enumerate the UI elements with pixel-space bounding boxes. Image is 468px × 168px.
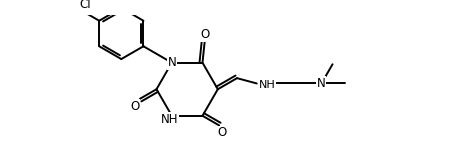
Text: N: N bbox=[168, 56, 176, 69]
Text: O: O bbox=[218, 126, 227, 139]
Text: NH: NH bbox=[259, 80, 276, 90]
Text: O: O bbox=[130, 100, 139, 113]
Text: Cl: Cl bbox=[80, 0, 91, 11]
Text: NH: NH bbox=[161, 113, 178, 126]
Text: O: O bbox=[200, 28, 209, 41]
Text: N: N bbox=[317, 77, 326, 90]
